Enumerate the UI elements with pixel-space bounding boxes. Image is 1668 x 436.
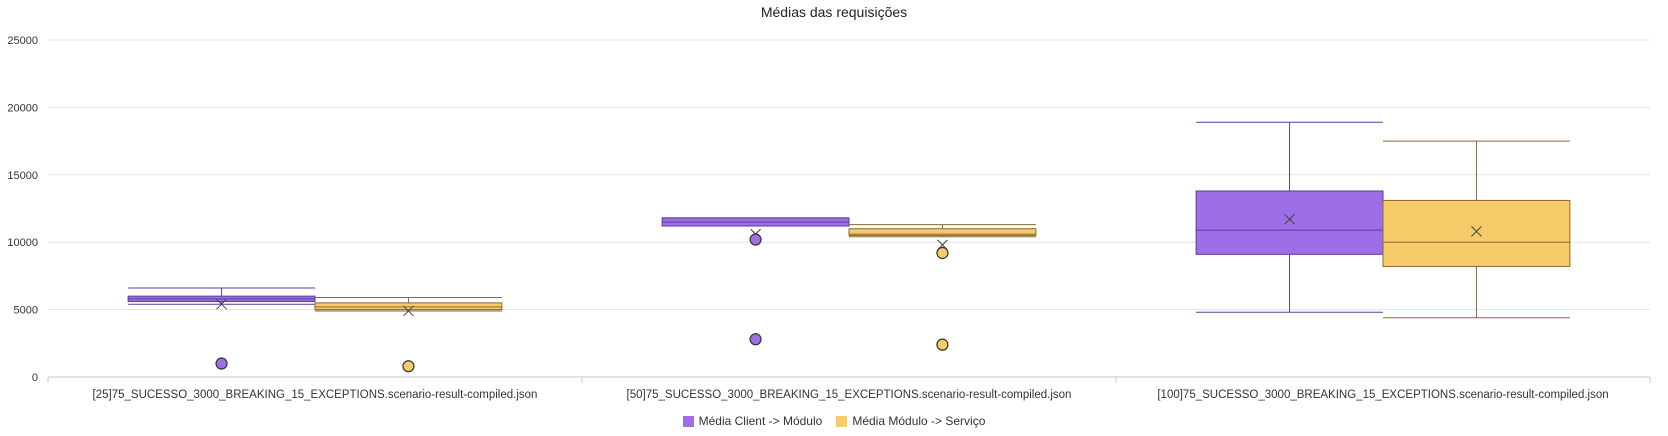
y-tick-label: 0 [32, 372, 38, 384]
box-mean-marker [403, 305, 414, 317]
box-outlier-point [215, 357, 228, 370]
chart-title: Médias das requisições [760, 4, 908, 20]
box-body [314, 302, 503, 311]
legend-swatch-series-1 [836, 415, 848, 427]
box-body [1382, 199, 1571, 267]
box-outlier-point [402, 360, 415, 373]
box-outlier-point [936, 338, 949, 351]
legend-item-series-0[interactable]: Média Client -> Módulo [682, 414, 823, 428]
box-mean-marker [1284, 213, 1295, 225]
box-outlier-point [749, 233, 762, 246]
legend-label-series-0: Média Client -> Módulo [698, 414, 823, 428]
y-tick-label: 15000 [7, 170, 38, 182]
x-tick-label: [25]75_SUCESSO_3000_BREAKING_15_EXCEPTIO… [93, 389, 538, 401]
y-tick-label: 5000 [14, 305, 38, 317]
legend-label-series-1: Média Módulo -> Serviço [852, 414, 986, 428]
x-tick-label: [100]75_SUCESSO_3000_BREAKING_15_EXCEPTI… [1157, 389, 1608, 401]
y-tick-label: 25000 [7, 35, 38, 47]
y-tick-label: 10000 [7, 237, 38, 249]
box-mean-marker [1471, 226, 1482, 237]
legend-item-series-1[interactable]: Média Módulo -> Serviço [836, 414, 985, 428]
box-body [1195, 190, 1384, 255]
x-tick-label: [50]75_SUCESSO_3000_BREAKING_15_EXCEPTIO… [627, 389, 1072, 401]
box-outlier-point [936, 246, 949, 260]
box-body [848, 228, 1037, 236]
y-tick-label: 20000 [7, 102, 38, 114]
legend: Média Client -> Módulo Média Módulo -> S… [0, 414, 1668, 428]
box-mean-marker [216, 298, 227, 310]
box-outlier-point [749, 333, 762, 346]
legend-swatch-series-0 [682, 415, 694, 427]
